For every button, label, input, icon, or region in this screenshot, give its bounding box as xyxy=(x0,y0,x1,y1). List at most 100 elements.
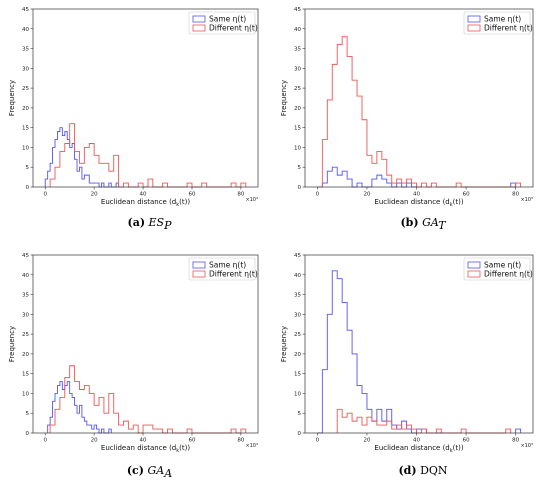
histogram-series-different xyxy=(49,365,247,434)
y-tick-label: 15 xyxy=(294,126,301,132)
y-tick-label: 5 xyxy=(298,165,302,171)
panel-caption: (c) GAA xyxy=(127,464,172,480)
x-axis-label-sub: k xyxy=(450,448,453,454)
x-tick-label: 40 xyxy=(140,438,147,444)
x-axis-label: Euclidean distance (dk(t)) xyxy=(101,444,190,454)
y-tick-label: 5 xyxy=(26,165,30,171)
chart-panel-gat: 0 20 40 60 80 0 5 10 15 20 25 30 35 40 45 ×10³ Euclidean… xyxy=(280,7,534,232)
y-tick-label: 10 xyxy=(22,391,29,397)
legend-label-same: Same η(t) xyxy=(484,261,521,270)
y-tick-label: 25 xyxy=(294,332,301,338)
x-axis-label-end: (t)) xyxy=(179,444,190,452)
x-tick-label: 60 xyxy=(463,192,470,198)
y-tick-label: 10 xyxy=(294,145,301,151)
x-axis-label-end: (t)) xyxy=(179,198,190,206)
y-tick-label: 0 xyxy=(26,431,30,437)
x-axis-label-sub: k xyxy=(450,202,453,208)
y-tick-label: 40 xyxy=(22,273,29,279)
y-tick-label: 0 xyxy=(298,185,302,191)
x-axis-label-main: Euclidean distance (d xyxy=(374,198,449,206)
y-tick-label: 10 xyxy=(22,145,29,151)
caption-letter: (c) xyxy=(127,464,144,477)
y-tick-label: 40 xyxy=(294,273,301,279)
y-tick-label: 5 xyxy=(26,411,30,417)
x-tick-label: 40 xyxy=(413,438,420,444)
x-axis-label-main: Euclidean distance (d xyxy=(374,444,449,452)
caption-label: ES xyxy=(148,216,165,229)
legend-swatch-different xyxy=(192,270,206,278)
x-tick-label: 0 xyxy=(316,438,320,444)
legend-label-different: Different η(t) xyxy=(209,270,258,279)
x-tick-label: 0 xyxy=(316,192,320,198)
legend-box xyxy=(463,257,531,281)
legend: Same η(t)Different η(t) xyxy=(188,257,258,281)
caption-letter: (d) xyxy=(398,464,416,477)
x-tick-label: 80 xyxy=(237,438,244,444)
y-tick-label: 0 xyxy=(26,185,30,191)
legend-swatch-different xyxy=(467,270,481,278)
caption-label: GA xyxy=(147,464,164,477)
y-tick-label: 35 xyxy=(22,293,29,299)
y-tick-label: 20 xyxy=(22,352,29,358)
legend-box xyxy=(188,257,256,281)
y-axis-label: Frequency xyxy=(280,326,288,362)
y-tick-label: 35 xyxy=(22,47,29,53)
caption-subscript: P xyxy=(163,219,172,232)
legend-label-same: Same η(t) xyxy=(209,15,246,24)
caption-subscript: T xyxy=(438,219,447,232)
histogram-series-same xyxy=(44,127,120,188)
chart-panel-dqn: 0 20 40 60 80 0 5 10 15 20 25 30 35 40 45 ×10³ Euclidean… xyxy=(280,253,534,477)
histogram-series-different xyxy=(49,123,247,188)
y-tick-label: 0 xyxy=(298,431,302,437)
y-tick-label: 40 xyxy=(294,27,301,33)
plot-frame xyxy=(304,254,534,434)
y-tick-label: 45 xyxy=(22,7,29,13)
y-axis-label: Frequency xyxy=(8,80,16,116)
y-tick-label: 45 xyxy=(22,253,29,259)
caption-label: DQN xyxy=(420,464,448,477)
y-tick-label: 30 xyxy=(22,312,29,318)
x-tick-label: 20 xyxy=(91,192,98,198)
legend-label-different: Different η(t) xyxy=(484,24,533,33)
legend-swatch-different xyxy=(192,24,206,32)
histogram-series-different xyxy=(336,408,512,434)
y-tick-label: 15 xyxy=(22,126,29,132)
x-tick-label: 0 xyxy=(43,192,47,198)
panel-caption: (d) DQN xyxy=(398,464,447,477)
y-tick-label: 15 xyxy=(294,372,301,378)
legend-label-same: Same η(t) xyxy=(209,261,246,270)
x-tick-label: 20 xyxy=(363,438,370,444)
y-axis-label: Frequency xyxy=(280,80,288,116)
y-tick-label: 30 xyxy=(294,312,301,318)
x-axis-label: Euclidean distance (dk(t)) xyxy=(374,198,463,208)
legend-swatch-same xyxy=(192,15,206,23)
x-axis-label: Euclidean distance (dk(t)) xyxy=(101,198,190,208)
x-multiplier: ×10³ xyxy=(245,443,258,449)
y-tick-label: 10 xyxy=(294,391,301,397)
legend-label-different: Different η(t) xyxy=(209,24,258,33)
x-axis-label-sub: k xyxy=(176,202,179,208)
x-tick-label: 40 xyxy=(140,192,147,198)
caption-subscript: A xyxy=(163,467,172,480)
legend-swatch-same xyxy=(467,261,481,269)
x-axis-label-sub: k xyxy=(176,448,179,454)
y-tick-label: 40 xyxy=(22,27,29,33)
chart-panel-esp: 0 20 40 60 80 0 5 10 15 20 25 30 35 40 45 ×10³ Euclidean… xyxy=(8,7,259,232)
y-axis-label: Frequency xyxy=(8,326,16,362)
legend-label-same: Same η(t) xyxy=(484,15,521,24)
legend-swatch-same xyxy=(467,15,481,23)
x-axis-label: Euclidean distance (dk(t)) xyxy=(374,444,463,454)
y-tick-label: 25 xyxy=(22,332,29,338)
panel-caption: (b) GAT xyxy=(400,216,447,232)
legend-box xyxy=(463,11,531,35)
caption-letter: (a) xyxy=(127,216,145,229)
legend: Same η(t)Different η(t) xyxy=(188,11,258,35)
x-tick-label: 60 xyxy=(188,192,195,198)
y-tick-label: 30 xyxy=(22,66,29,72)
plot-frame xyxy=(304,8,534,188)
x-axis-label-end: (t)) xyxy=(453,444,464,452)
legend: Same η(t)Different η(t) xyxy=(463,11,533,35)
caption-letter: (b) xyxy=(400,216,418,229)
panel-caption: (a) ESP xyxy=(127,216,172,232)
